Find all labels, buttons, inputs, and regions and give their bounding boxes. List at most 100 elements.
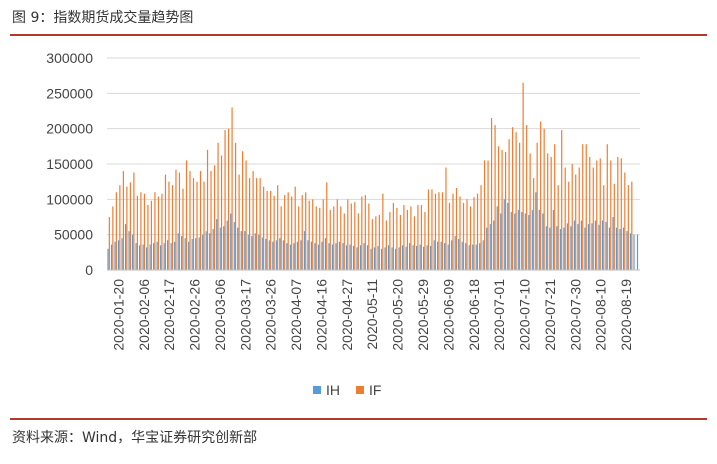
bar-ih: [394, 248, 397, 270]
bar-if: [434, 193, 437, 270]
bar-ih: [181, 236, 183, 270]
bar-if: [557, 185, 559, 270]
bar-if: [182, 188, 184, 270]
bar-ih: [619, 229, 621, 270]
x-axis-ticks: 2020-01-20 2020-02-06 2020-02-17 2020-02-26…: [110, 279, 634, 351]
bar-if: [592, 167, 594, 270]
bar-ih: [461, 241, 463, 270]
bar-if: [126, 186, 128, 270]
x-tick-label: 2020-02-26: [187, 279, 203, 351]
bar-ih: [223, 226, 225, 270]
bar-if: [256, 178, 258, 270]
bar-ih: [131, 234, 134, 270]
bar-if: [112, 206, 114, 270]
bar-if: [399, 214, 401, 270]
bar-ih: [188, 241, 190, 270]
x-tick-label: 2020-07-30: [567, 279, 583, 351]
legend-label-if: IF: [369, 382, 381, 398]
bar-ih: [598, 224, 600, 270]
bar-if: [326, 182, 328, 270]
bar-ih: [268, 240, 270, 270]
bar-ih: [251, 236, 253, 270]
bar-if: [417, 204, 419, 270]
bar-if: [547, 153, 549, 270]
bar-if: [617, 156, 619, 270]
bar-if: [259, 178, 261, 270]
bar-if: [596, 160, 598, 270]
bar-if: [582, 144, 584, 270]
bar-if: [315, 206, 317, 270]
bar-if: [526, 125, 528, 270]
bar-if: [196, 181, 198, 270]
legend: IH IF: [313, 382, 381, 398]
bar-if: [119, 185, 121, 270]
bar-ih: [212, 229, 214, 270]
volume-chart: 0 50000 100000 150000 200000 250000 300000 202…: [46, 50, 640, 398]
bar-if: [340, 206, 342, 270]
bar-if: [455, 188, 458, 270]
bar-ih: [272, 241, 274, 270]
x-tick-label: 2020-02-17: [161, 279, 177, 351]
x-tick-label: 2020-07-01: [491, 279, 507, 351]
bar-ih: [521, 212, 523, 270]
bar-if: [294, 186, 296, 270]
bar-ih: [503, 199, 505, 270]
bar-if: [568, 181, 570, 270]
bar-if: [115, 192, 117, 270]
bar-if: [199, 171, 202, 270]
bar-if: [540, 121, 542, 270]
bar-ih: [626, 231, 628, 270]
bar-ih: [209, 233, 211, 270]
bar-ih: [552, 209, 554, 270]
bar-ih: [482, 240, 484, 270]
bar-if: [610, 160, 612, 270]
x-tick-label: 2020-05-20: [390, 279, 406, 351]
bar-ih: [440, 241, 442, 270]
bar-if: [427, 189, 430, 270]
bar-if: [603, 185, 605, 270]
bar-ih: [496, 206, 498, 270]
bar-if: [448, 202, 451, 270]
x-tick-label: 2020-02-06: [136, 279, 152, 351]
bar-ih: [514, 213, 516, 270]
bar-if: [543, 128, 545, 270]
bar-ih: [545, 226, 547, 270]
bar-if: [403, 204, 405, 270]
bar-ih: [408, 243, 411, 270]
bar-if: [505, 151, 507, 270]
bar-if: [249, 178, 251, 270]
x-tick-label: 2020-03-26: [263, 279, 279, 351]
bar-ih: [247, 234, 249, 270]
bar-if: [364, 195, 366, 270]
bar-if: [336, 199, 338, 270]
bar-if: [585, 144, 587, 270]
x-tick-label: 2020-05-29: [415, 279, 431, 351]
bar-ih: [230, 213, 232, 270]
x-tick-label: 2020-01-20: [110, 279, 126, 351]
bar-if: [231, 107, 233, 270]
bar-if: [192, 178, 195, 270]
bar-if: [291, 196, 293, 270]
bar-if: [242, 151, 244, 270]
bar-ih: [138, 245, 141, 270]
bar-ih: [156, 241, 158, 270]
bar-if: [287, 192, 289, 270]
bar-if: [613, 183, 615, 270]
bar-ih: [559, 229, 561, 270]
bar-ih: [380, 248, 383, 270]
bar-if: [122, 171, 124, 270]
bar-if: [357, 213, 359, 270]
bar-ih: [205, 231, 207, 270]
bar-ih: [153, 243, 155, 270]
bar-ih: [633, 234, 635, 270]
bar-ih: [419, 244, 421, 270]
bar-if: [483, 160, 486, 270]
x-tick-label: 2020-04-07: [288, 279, 304, 351]
bar-ih: [444, 243, 446, 270]
bar-if: [206, 149, 209, 270]
bar-ih: [612, 217, 614, 270]
bar-ih: [479, 243, 481, 270]
bar-ih: [535, 192, 537, 270]
bar-if: [459, 196, 461, 270]
bar-if: [589, 156, 591, 270]
